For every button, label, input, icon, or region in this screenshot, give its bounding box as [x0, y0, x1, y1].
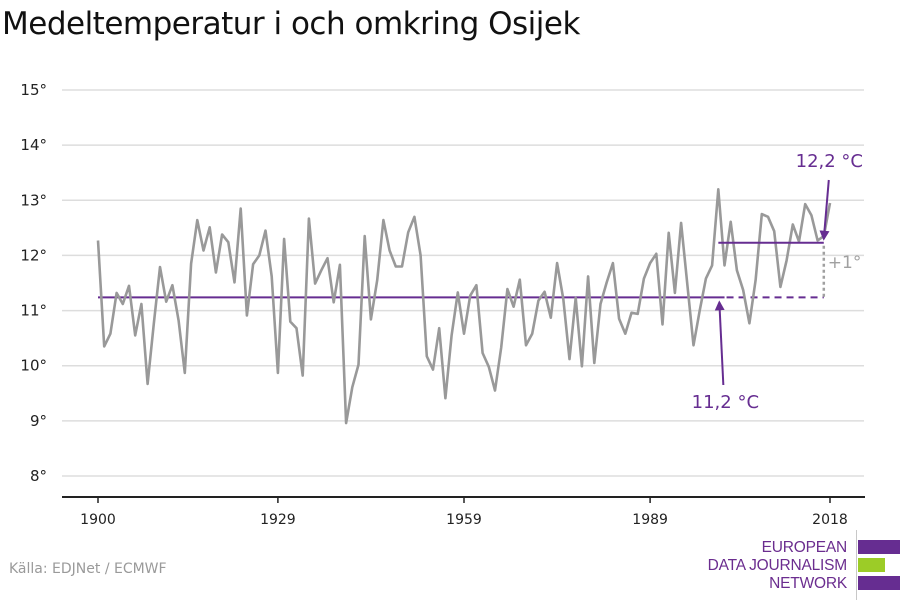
edjnet-logo: EUROPEAN DATA JOURNALISM NETWORK: [700, 530, 900, 600]
logo-divider: [856, 530, 857, 600]
grid-lines: [62, 89, 864, 477]
logo-bar-purple-bottom: [858, 576, 900, 590]
logo-line-2: DATA JOURNALISM: [707, 557, 848, 574]
y-tick-label: 13°: [20, 191, 47, 209]
y-tick-label: 8°: [30, 467, 47, 485]
annotations: 12,2 °C 11,2 °C +1°: [692, 151, 863, 413]
y-axis-labels: 8° 9° 10° 11° 12° 13° 14° 15°: [20, 81, 47, 485]
annotation-difference: +1°: [828, 253, 862, 273]
x-tick-label: 1929: [260, 512, 296, 528]
chart-title: Medeltemperatur i och omkring Osijek: [2, 6, 580, 42]
logo-bar-green: [858, 558, 885, 572]
arrow-upper-mean: [819, 179, 830, 241]
y-tick-label: 14°: [20, 136, 47, 154]
x-tick-label: 1989: [632, 512, 668, 528]
x-tick-label: 1959: [446, 512, 482, 528]
logo-line-3: NETWORK: [769, 575, 847, 592]
annotation-lower-mean: 11,2 °C: [692, 392, 759, 413]
y-tick-label: 12°: [20, 246, 47, 264]
logo-bar-purple-top: [858, 540, 900, 554]
source-credit: Källa: EDJNet / ECMWF: [9, 561, 167, 577]
annotation-upper-mean: 12,2 °C: [796, 151, 863, 172]
y-tick-label: 15°: [20, 81, 47, 99]
logo-line-1: EUROPEAN: [761, 539, 848, 556]
series-line: [96, 188, 832, 425]
x-tick-label: 1900: [80, 512, 116, 528]
x-tick-label: 2018: [812, 512, 848, 528]
series-layer: [96, 188, 832, 425]
y-tick-label: 11°: [20, 302, 47, 320]
x-axis: 1900 1929 1959 1989 2018: [62, 496, 865, 528]
arrow-lower-mean: [714, 300, 725, 386]
y-tick-label: 9°: [30, 412, 47, 430]
y-tick-label: 10°: [20, 357, 47, 375]
